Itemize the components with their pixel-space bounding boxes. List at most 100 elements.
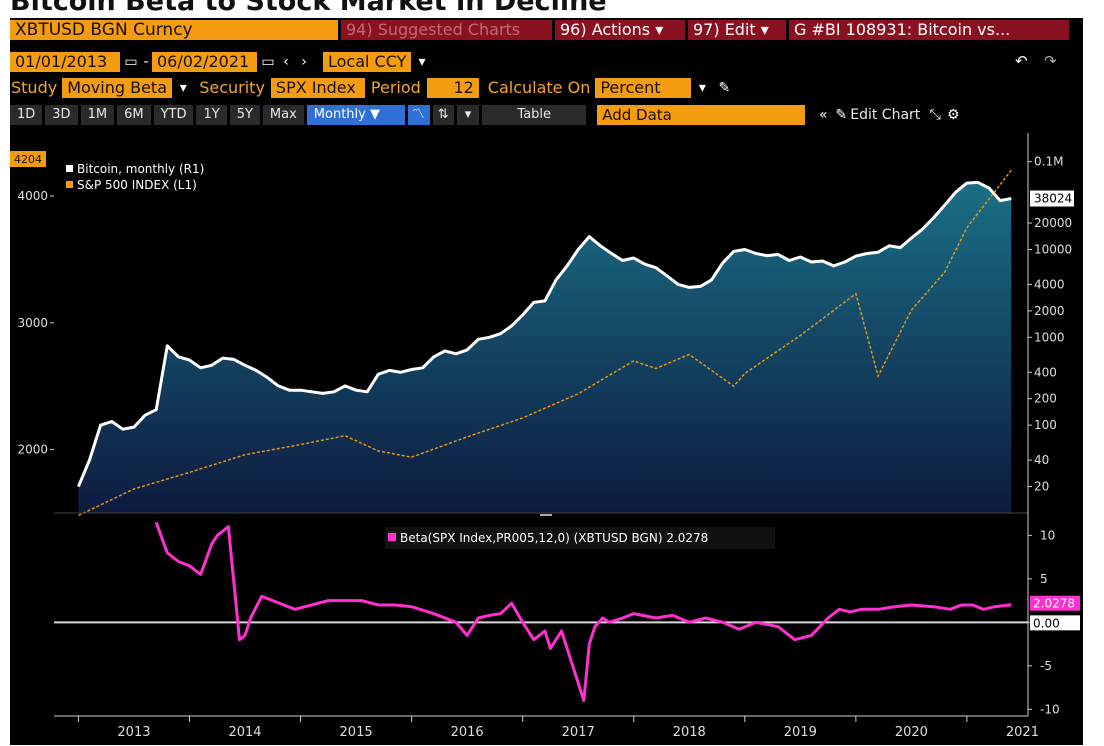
x-tick-label: 2021 (1006, 725, 1039, 740)
beta-tick-label: -10 (1040, 702, 1060, 716)
zero-value-badge (1030, 615, 1080, 631)
dropdown-arrow-icon[interactable]: ▾ (418, 54, 426, 70)
range-button-1d[interactable]: 1D (10, 105, 43, 125)
lower-panel: Beta(SPX Index,PR005,12,0) (XBTUSD BGN) … (54, 521, 1028, 703)
pen-icon[interactable]: ✎ (718, 80, 731, 96)
beta-tick-label: 10 (1040, 528, 1055, 542)
legend-label: Beta(SPX Index,PR005,12,0) (XBTUSD BGN) … (400, 531, 708, 545)
left-tick-label: 3000 (17, 316, 48, 330)
legend-swatch (388, 533, 396, 541)
collapse-icon[interactable]: « (818, 107, 828, 123)
right-tick-label: 200 (1034, 392, 1057, 406)
right-tick-label: 2000 (1034, 304, 1065, 318)
range-button-ytd[interactable]: YTD (153, 105, 194, 125)
date-separator: - (143, 54, 149, 70)
frequency-select[interactable]: Monthly ▼ (306, 105, 405, 125)
range-button-6m[interactable]: 6M (117, 105, 151, 125)
start-date-input[interactable]: 01/01/2013 (10, 52, 120, 72)
sp500-last-value: 4204 (14, 153, 42, 166)
beta-legend-bg (385, 527, 775, 549)
legend-swatch (66, 181, 73, 188)
legend-label: Bitcoin, monthly (R1) (77, 162, 204, 176)
undo-icon[interactable]: ↶ (1015, 52, 1028, 70)
chart-area: Bitcoin, monthly (R1)S&P 500 INDEX (L1) … (10, 133, 1080, 740)
x-tick-label: 2020 (895, 725, 928, 740)
actions-menu[interactable]: 96) Actions ▾ (555, 20, 685, 40)
currency-select[interactable]: Local CCY (323, 52, 411, 72)
x-tick-label: 2015 (340, 725, 373, 740)
legend-label: S&P 500 INDEX (L1) (77, 178, 197, 192)
left-tick-label: 2000 (17, 443, 48, 457)
sp500-line (78, 169, 1012, 517)
range-button-3d[interactable]: 3D (45, 105, 78, 125)
right-tick-label: 20 (1034, 480, 1049, 494)
bitcoin-last-value: 38024 (1034, 192, 1072, 206)
redo-icon[interactable]: ↷ (1044, 52, 1057, 70)
add-data-input[interactable]: Add Data (597, 105, 806, 125)
toolbar-row-2: 01/01/2013 ▭ - 06/02/2021 ▭ ‹ › Local CC… (10, 51, 431, 73)
right-tick-label: 20000 (1034, 216, 1072, 230)
sp500-last-value-badge (10, 151, 46, 167)
bitcoin-last-value-badge (1030, 190, 1074, 207)
right-tick-label: 0.1M (1034, 155, 1063, 169)
more-dropdown-icon[interactable]: ▾ (456, 105, 480, 125)
beta-line (154, 521, 1012, 703)
bitcoin-line (77, 180, 1012, 488)
x-tick-label: 2014 (228, 725, 261, 740)
right-tick-label: 40 (1034, 453, 1049, 467)
study-dropdown-icon[interactable]: ▾ (179, 80, 187, 96)
line-chart-icon[interactable]: 〽 (407, 105, 430, 125)
range-button-1y[interactable]: 1Y (196, 105, 227, 125)
zero-value-label: 0.00 (1033, 616, 1060, 630)
right-tick-label: 4000 (1034, 277, 1065, 291)
toolbar-row-4: 1D 3D 1M 6M YTD 1Y 5Y Max Monthly ▼ 〽 ⇅ … (10, 104, 962, 126)
edit-chart-button[interactable]: Edit Chart (850, 107, 921, 123)
gear-icon[interactable]: ⚙ (947, 107, 960, 123)
calculate-on-select[interactable]: Percent (595, 78, 692, 98)
beta-last-value-badge (1030, 595, 1080, 611)
legend-swatch (66, 165, 73, 172)
toolbar-row-1: XBTUSD BGN Curncy 94) Suggested Charts 9… (10, 19, 1072, 41)
period-label: Period (370, 78, 421, 97)
chart-title-field[interactable]: G #BI 108931: Bitcoin vs... (789, 20, 1069, 40)
security-label: Security (199, 78, 265, 97)
upper-panel: Bitcoin, monthly (R1) S&P 500 INDEX (L1) (54, 162, 1028, 517)
right-tick-label: 10000 (1034, 242, 1072, 256)
draw-icon[interactable]: ⤡ (929, 107, 941, 123)
x-tick-label: 2019 (784, 725, 817, 740)
range-button-max[interactable]: Max (262, 105, 304, 125)
beta-tick-label: 5 (1040, 572, 1048, 586)
axes: 0.1M200001000040002000100040020010040202… (10, 133, 1080, 740)
bitcoin-area-fill (78, 182, 1012, 513)
table-button[interactable]: Table (482, 105, 587, 125)
calculate-on-label: Calculate On (487, 78, 591, 97)
calendar-icon[interactable]: ▭ (124, 54, 138, 70)
sort-icon[interactable]: ⇅ (432, 105, 454, 125)
end-date-input[interactable]: 06/02/2021 (152, 52, 257, 72)
page-title: Bitcoin Beta to Stock Market in Decline (10, 0, 607, 17)
chevron-right-icon[interactable]: › (301, 54, 307, 70)
x-tick-label: 2013 (117, 725, 150, 740)
left-tick-label: 4000 (17, 189, 48, 203)
calendar-icon-end[interactable]: ▭ (261, 54, 275, 70)
chevron-left-icon[interactable]: ‹ (283, 54, 289, 70)
edit-chart-pen-icon[interactable]: ✎ (835, 107, 848, 123)
x-tick-label: 2016 (451, 725, 484, 740)
x-tick-label: 2017 (562, 725, 595, 740)
calc-dropdown-icon[interactable]: ▾ (698, 80, 706, 96)
period-input[interactable]: 12 (426, 78, 479, 98)
range-button-5y[interactable]: 5Y (229, 105, 260, 125)
right-tick-label: 400 (1034, 365, 1057, 379)
suggested-charts-button[interactable]: 94) Suggested Charts (341, 20, 552, 40)
range-button-1m[interactable]: 1M (80, 105, 115, 125)
beta-last-value: 2.0278 (1033, 597, 1075, 611)
study-label: Study (11, 78, 58, 97)
toolbar-row-3: Study Moving Beta ▾ Security SPX Index P… (10, 77, 733, 99)
study-select[interactable]: Moving Beta (62, 78, 173, 98)
right-tick-label: 100 (1034, 418, 1057, 432)
right-tick-label: 1000 (1034, 330, 1065, 344)
edit-menu[interactable]: 97) Edit ▾ (688, 20, 786, 40)
bloomberg-terminal: XBTUSD BGN Curncy 94) Suggested Charts 9… (10, 18, 1083, 745)
ticker-field[interactable]: XBTUSD BGN Curncy (10, 20, 338, 40)
security-input[interactable]: SPX Index (270, 78, 365, 98)
